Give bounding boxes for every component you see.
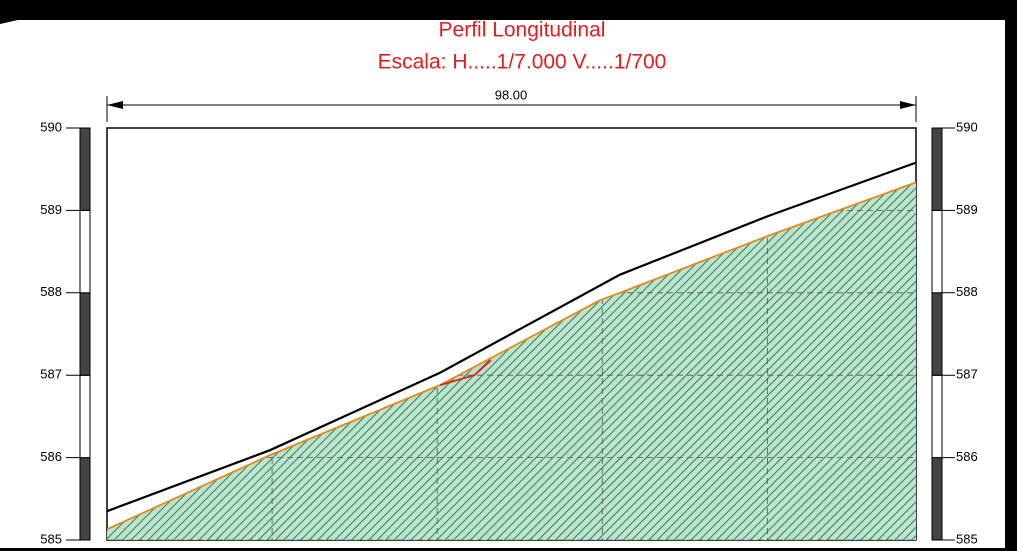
chart-title: Perfil Longitudinal: [439, 19, 606, 42]
scale-segment: [931, 457, 943, 541]
y-tick-label: 585: [956, 531, 978, 546]
dimension-label: 98.00: [495, 87, 528, 102]
scale-segment: [79, 292, 91, 376]
y-tick-label: 588: [956, 284, 978, 299]
y-tick-label: 586: [956, 449, 978, 464]
y-tick-label: 589: [956, 202, 978, 217]
scale-segment: [79, 457, 91, 541]
y-tick-label: 587: [40, 367, 62, 382]
layer: 585 585 586 586 587 587 588 588 589 589 590 590: [40, 119, 977, 546]
y-tick-label: 590: [956, 119, 978, 134]
y-tick-label: 588: [40, 284, 62, 299]
scale-segment: [79, 209, 91, 294]
scale-segment: [79, 374, 91, 459]
scale-segment: [931, 127, 943, 211]
profile-line: [107, 181, 916, 531]
profile-line: [439, 359, 492, 386]
scale-segment: [931, 209, 943, 294]
chart-subtitle: Escala: H.....1/7.000 V.....1/700: [378, 51, 667, 74]
scale-segment: [931, 292, 943, 376]
y-tick-label: 587: [956, 367, 978, 382]
scale-segment: [931, 374, 943, 459]
ground-area: [107, 182, 916, 540]
y-tick-label: 589: [40, 202, 62, 217]
y-tick-label: 585: [40, 531, 62, 546]
scale-segment: [79, 127, 91, 211]
y-tick-label: 590: [40, 119, 62, 134]
y-tick-label: 586: [40, 449, 62, 464]
profile-line: [107, 161, 916, 513]
